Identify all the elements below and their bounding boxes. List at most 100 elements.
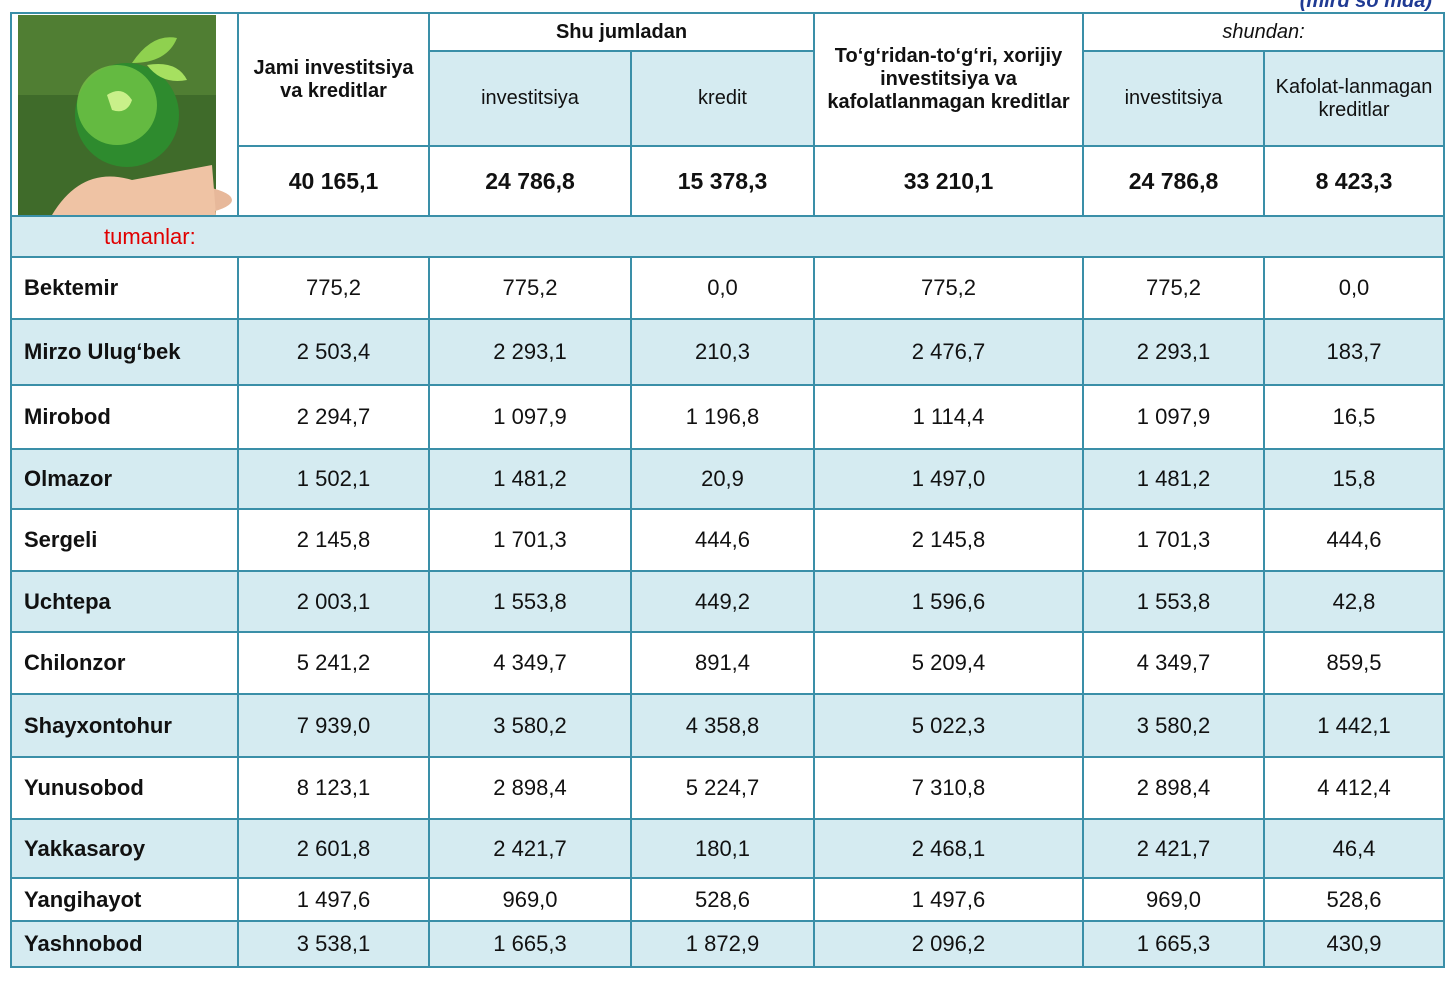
table-row: Yunusobod 8 123,1 2 898,4 5 224,7 7 310,8 2 8… — [10, 756, 1446, 820]
cell: 1 097,9 — [428, 384, 632, 450]
cell: Mirzo Ulug‘bek — [10, 318, 239, 386]
cell: 5 241,2 — [237, 631, 430, 695]
cell: 40 165,1 — [237, 145, 430, 217]
cell: 528,6 — [1262, 877, 1446, 922]
cell: 1 497,0 — [813, 448, 1084, 510]
table-row: Mirobod 2 294,7 1 097,9 1 196,8 1 114,4 1 097… — [10, 384, 1446, 450]
cell: 8 123,1 — [237, 756, 430, 820]
cell: 3 580,2 — [428, 693, 632, 758]
header-cell: Jami investitsiya va kreditlar — [237, 12, 430, 147]
cell: Yunusobod — [10, 756, 239, 820]
cell: 891,4 — [630, 631, 815, 695]
cell: 2 601,8 — [237, 818, 430, 879]
cell: 1 497,6 — [237, 877, 430, 922]
cell: 4 358,8 — [630, 693, 815, 758]
cell: 4 349,7 — [428, 631, 632, 695]
cell: 2 898,4 — [428, 756, 632, 820]
cell: 2 898,4 — [1082, 756, 1265, 820]
cell: 4 349,7 — [1082, 631, 1265, 695]
table-row: Chilonzor 5 241,2 4 349,7 891,4 5 209,4 4 349… — [10, 631, 1446, 695]
cell: 2 468,1 — [813, 818, 1084, 879]
cell: 1 442,1 — [1262, 693, 1446, 758]
cell: 444,6 — [630, 508, 815, 572]
cell: 528,6 — [630, 877, 815, 922]
cell: Yakkasaroy — [10, 818, 239, 879]
cell: 7 939,0 — [237, 693, 430, 758]
cell: 2 293,1 — [428, 318, 632, 386]
cell: 2 293,1 — [1082, 318, 1265, 386]
header-cell: Kafolat-lanmagan kreditlar — [1262, 50, 1446, 147]
cell: 1 665,3 — [428, 920, 632, 968]
cell: 2 096,2 — [813, 920, 1084, 968]
cell: 1 114,4 — [813, 384, 1084, 450]
header-cell: Shu jumladan — [428, 12, 815, 52]
cell: 2 421,7 — [1082, 818, 1265, 879]
header-cell: kredit — [630, 50, 815, 147]
cell: 16,5 — [1262, 384, 1446, 450]
table-row: Yakkasaroy 2 601,8 2 421,7 180,1 2 468,1 2 42… — [10, 818, 1446, 879]
cell: 1 481,2 — [428, 448, 632, 510]
cell: 430,9 — [1262, 920, 1446, 968]
header-cell: investitsiya — [428, 50, 632, 147]
cell: 5 224,7 — [630, 756, 815, 820]
cell: 24 786,8 — [1082, 145, 1265, 217]
cell: 449,2 — [630, 570, 815, 633]
table-row: Yangihayot 1 497,6 969,0 528,6 1 497,6 969,0 5… — [10, 877, 1446, 922]
cell: Mirobod — [10, 384, 239, 450]
cell: 15,8 — [1262, 448, 1446, 510]
cell: 2 145,8 — [237, 508, 430, 572]
table-row: Yashnobod 3 538,1 1 665,3 1 872,9 2 096,2 1 6… — [10, 920, 1446, 968]
cell: Olmazor — [10, 448, 239, 510]
cell: Chilonzor — [10, 631, 239, 695]
cell: 15 378,3 — [630, 145, 815, 217]
cell: 0,0 — [1262, 256, 1446, 320]
cell: 5 209,4 — [813, 631, 1084, 695]
cell: 1 097,9 — [1082, 384, 1265, 450]
cell: 1 701,3 — [1082, 508, 1265, 572]
cell: 33 210,1 — [813, 145, 1084, 217]
cell: 5 022,3 — [813, 693, 1084, 758]
cell: 1 596,6 — [813, 570, 1084, 633]
cell: 444,6 — [1262, 508, 1446, 572]
cell: 1 502,1 — [237, 448, 430, 510]
table-row: Shayxontohur 7 939,0 3 580,2 4 358,8 5 022,3… — [10, 693, 1446, 758]
cell: Yashnobod — [10, 920, 239, 968]
cell: 1 553,8 — [1082, 570, 1265, 633]
cell: 775,2 — [237, 256, 430, 320]
table-row: Olmazor 1 502,1 1 481,2 20,9 1 497,0 1 481,2 1… — [10, 448, 1446, 510]
table-row: Uchtepa 2 003,1 1 553,8 449,2 1 596,6 1 553,8… — [10, 570, 1446, 633]
cell: 8 423,3 — [1262, 145, 1446, 217]
cell: 1 701,3 — [428, 508, 632, 572]
cell: 1 665,3 — [1082, 920, 1265, 968]
cell: 2 503,4 — [237, 318, 430, 386]
cell: 859,5 — [1262, 631, 1446, 695]
cell: 775,2 — [1082, 256, 1265, 320]
unit-note: (mlrd so‘mda) — [1299, 0, 1432, 12]
cell: 2 003,1 — [237, 570, 430, 633]
cell: Shayxontohur — [10, 693, 239, 758]
table-row: Bektemir 775,2 775,2 0,0 775,2 775,2 0,0 — [10, 256, 1446, 320]
image-cell — [10, 12, 239, 217]
cell: 180,1 — [630, 818, 815, 879]
cell: Sergeli — [10, 508, 239, 572]
header-cell: investitsiya — [1082, 50, 1265, 147]
cell: 969,0 — [428, 877, 632, 922]
cell: 210,3 — [630, 318, 815, 386]
cell: 2 145,8 — [813, 508, 1084, 572]
cell: 3 580,2 — [1082, 693, 1265, 758]
cell: 1 872,9 — [630, 920, 815, 968]
cell: 0,0 — [630, 256, 815, 320]
cell: 3 538,1 — [237, 920, 430, 968]
cell: Yangihayot — [10, 877, 239, 922]
cell: 42,8 — [1262, 570, 1446, 633]
cell: 20,9 — [630, 448, 815, 510]
cell: 4 412,4 — [1262, 756, 1446, 820]
header-cell: shundan: — [1081, 12, 1446, 52]
cell: 775,2 — [428, 256, 632, 320]
table-row: Mirzo Ulug‘bek 2 503,4 2 293,1 210,3 2 476,7… — [10, 318, 1446, 386]
section-label: tumanlar: — [9, 215, 1446, 258]
cell: 2 294,7 — [237, 384, 430, 450]
cell: 46,4 — [1262, 818, 1446, 879]
cell: 2 421,7 — [428, 818, 632, 879]
